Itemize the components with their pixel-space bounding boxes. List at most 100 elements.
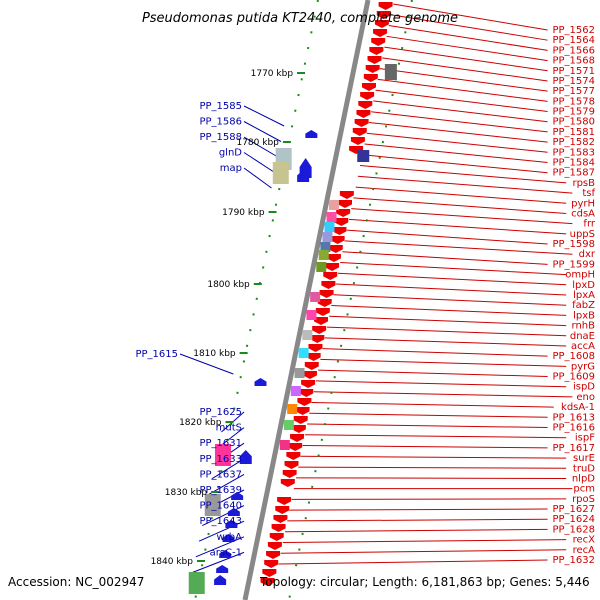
- forward-gene-arrow: [323, 272, 337, 280]
- gene-category-block: [280, 440, 290, 450]
- gene-label-pp-1633: PP_1633: [199, 454, 242, 465]
- topology-text: Topology: circular; Length: 6,181,863 bp…: [259, 575, 590, 589]
- gene-category-block: [273, 162, 289, 184]
- forward-gene-arrow: [277, 497, 291, 505]
- forward-gene-arrow: [336, 209, 350, 217]
- gene-category-block: [324, 222, 334, 232]
- reverse-gene-arrow: [214, 575, 226, 585]
- gene-category-block: [322, 232, 332, 242]
- label-leader-line: [378, 79, 548, 101]
- gene-label-wrba: wrbA: [217, 532, 243, 543]
- label-leader-line: [364, 144, 547, 163]
- label-leader-line: [389, 26, 548, 51]
- label-leader-line: [281, 550, 567, 553]
- gene-category-block: [327, 212, 337, 222]
- label-leader-line: [289, 509, 547, 510]
- label-leader-line: [358, 176, 573, 193]
- forward-gene-arrow: [305, 362, 319, 370]
- forward-gene-arrow: [299, 389, 313, 397]
- kbp-tick-label: 1780 kbp: [236, 138, 279, 148]
- accession-text: Accession: NC_002947: [8, 575, 144, 589]
- label-leader-line: [278, 560, 547, 564]
- forward-gene-arrow: [266, 551, 280, 559]
- forward-gene-arrow: [296, 407, 310, 415]
- label-leader-line: [300, 456, 566, 458]
- genome-map: 1770 kbp 1780 kbp 1790 kbp 1800 kbp 1810 kbp…: [0, 0, 600, 600]
- forward-gene-arrow: [270, 533, 284, 541]
- forward-gene-arrow: [286, 452, 300, 460]
- forward-gene-arrow: [284, 461, 298, 469]
- label-leader-line: [369, 122, 548, 142]
- forward-gene-arrow: [327, 254, 341, 262]
- label-leader-line: [373, 101, 547, 122]
- kbp-tick-label: 1840 kbp: [151, 557, 194, 567]
- forward-gene-arrow: [297, 398, 311, 406]
- forward-gene-arrow: [316, 308, 330, 316]
- genome-map-svg: 1770 kbp1780 kbp1790 kbp1800 kbp1810 kbp…: [0, 0, 600, 600]
- label-leader-line: [292, 499, 567, 500]
- label-leader-line: [340, 262, 566, 274]
- label-leader-line: [380, 69, 548, 92]
- forward-gene-arrow: [364, 74, 378, 82]
- label-leader-line: [318, 370, 547, 376]
- forward-gene-arrow: [273, 515, 287, 523]
- forward-gene-arrow: [301, 380, 315, 388]
- gene-category-block: [316, 262, 326, 272]
- forward-gene-arrow: [281, 479, 295, 487]
- gene-label-pp-1632: PP_1632: [552, 555, 595, 566]
- gene-category-block: [284, 420, 294, 430]
- label-leader-line: [331, 306, 566, 316]
- label-leader-line: [244, 106, 284, 126]
- forward-gene-arrow: [292, 425, 306, 433]
- label-leader-line: [334, 295, 567, 305]
- forward-gene-arrow: [366, 65, 380, 73]
- label-leader-line: [376, 90, 548, 111]
- label-leader-line: [285, 529, 548, 531]
- reverse-gene-arrow: [305, 130, 317, 138]
- gene-label-pp-1625: PP_1625: [199, 407, 242, 418]
- forward-gene-arrow: [290, 434, 304, 442]
- label-leader-line: [298, 467, 566, 468]
- gene-label-glnd: glnD: [219, 148, 242, 159]
- label-leader-line: [320, 359, 566, 366]
- forward-gene-arrow: [371, 38, 385, 46]
- gene-category-block: [299, 348, 309, 358]
- label-leader-line: [382, 58, 547, 81]
- gene-category-block: [291, 386, 301, 396]
- forward-gene-arrow: [353, 128, 367, 136]
- label-leader-line: [327, 327, 566, 336]
- forward-gene-arrow: [303, 371, 317, 379]
- label-leader-line: [244, 153, 275, 173]
- label-leader-line: [367, 133, 548, 152]
- gene-category-block: [306, 310, 316, 320]
- forward-gene-arrow: [272, 524, 286, 532]
- label-leader-line: [384, 47, 547, 71]
- gene-label-pp-1637: PP_1637: [199, 469, 242, 480]
- forward-gene-arrow: [356, 110, 370, 118]
- reverse-gene-arrow: [216, 565, 228, 573]
- label-leader-line: [371, 112, 547, 132]
- forward-gene-arrow: [320, 290, 334, 298]
- forward-gene-arrow: [360, 92, 374, 100]
- gene-category-block: [319, 250, 329, 260]
- forward-gene-arrow: [379, 2, 393, 10]
- forward-gene-arrow: [340, 191, 354, 199]
- gene-label-pp-1585: PP_1585: [199, 101, 242, 112]
- forward-gene-arrow: [331, 236, 345, 244]
- gene-category-block: [302, 330, 312, 340]
- gene-category-block: [287, 404, 297, 414]
- forward-gene-arrow: [362, 83, 376, 91]
- label-leader-line: [287, 519, 547, 521]
- kbp-tick-label: 1810 kbp: [193, 349, 236, 359]
- gene-label-pp-1631: PP_1631: [199, 438, 242, 449]
- label-leader-line: [303, 446, 548, 448]
- forward-gene-arrow: [332, 227, 346, 235]
- forward-gene-arrow: [312, 326, 326, 334]
- map-title: Pseudomonas putida KT2440, complete geno…: [142, 11, 458, 26]
- forward-gene-arrow: [268, 542, 282, 550]
- gene-category-block: [189, 572, 205, 594]
- forward-gene-arrow: [355, 119, 369, 127]
- label-leader-line: [336, 284, 566, 295]
- label-leader-line: [342, 252, 547, 265]
- label-leader-line: [338, 273, 566, 285]
